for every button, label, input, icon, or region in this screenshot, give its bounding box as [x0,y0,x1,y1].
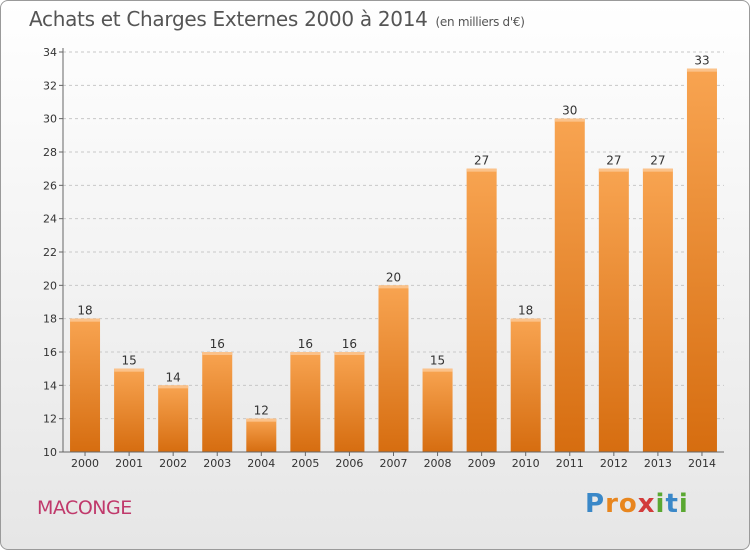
y-tick-label: 20 [43,279,57,292]
title-text: Achats et Charges Externes 2000 à 2014 [29,7,428,31]
logo-letter: x [637,489,656,519]
bar [378,285,409,452]
bar [334,352,365,452]
logo-letter: t [665,489,679,519]
bar-highlight [510,318,541,322]
x-tick-label: 2012 [600,457,628,470]
logo-letter: P [585,489,606,519]
y-tick-label: 28 [43,146,57,159]
bar-highlight [114,368,145,372]
value-label: 16 [298,337,313,351]
x-tick-label: 2007 [380,457,408,470]
x-tick-label: 2009 [468,457,496,470]
bar [202,352,233,452]
bar-highlight [642,168,673,172]
value-label: 15 [121,354,136,368]
y-tick-label: 10 [43,446,57,459]
bar [158,385,189,452]
y-tick-label: 12 [43,413,57,426]
bar-highlight [598,168,629,172]
value-label: 18 [518,304,533,318]
x-tick-label: 2010 [512,457,540,470]
value-label: 16 [342,337,357,351]
value-label: 27 [606,154,621,168]
bar [422,368,453,452]
y-tick-label: 26 [43,179,57,192]
bar [114,368,145,452]
value-label: 27 [650,154,665,168]
x-tick-label: 2002 [159,457,187,470]
bar-highlight [554,118,585,122]
y-tick-label: 30 [43,113,57,126]
x-tick-label: 2005 [291,457,319,470]
logo-letter: i [678,489,689,519]
y-tick-label: 24 [43,213,57,226]
x-tick-label: 2003 [203,457,231,470]
bar-highlight [202,352,233,355]
bar-highlight [246,418,277,422]
logo-letter: i [655,489,666,519]
bar-highlight [158,385,189,389]
city-name: MACONGE [37,497,132,519]
x-tick-label: 2014 [688,457,716,470]
value-label: 27 [474,154,489,168]
bar-highlight [686,68,717,72]
proxiti-logo: Proxiti [585,489,689,519]
x-tick-label: 2013 [644,457,672,470]
bar [598,168,629,452]
axes: 10 12 14 16 18 20 22 24 26 28 30 32 34 2000 2001 2002 20… [43,46,724,470]
bar [642,168,673,452]
value-label: 33 [694,54,709,68]
logo-letter: o [618,489,638,519]
bar [686,68,717,453]
bar-highlight [290,352,321,355]
bar [290,352,321,452]
y-tick-label: 18 [43,313,57,326]
bar-highlight [334,352,365,355]
y-tick-label: 14 [43,379,57,392]
value-label: 18 [77,304,92,318]
value-label: 15 [430,354,445,368]
x-tick-label: 2004 [247,457,275,470]
bar-highlight [70,318,101,322]
x-tick-label: 2011 [556,457,584,470]
value-label: 30 [562,104,577,118]
chart-title: Achats et Charges Externes 2000 à 2014 (e… [29,7,525,31]
bar [466,168,497,452]
bar-highlight [422,368,453,372]
y-tick-label: 22 [43,246,57,259]
bars: 18 15 14 16 12 16 16 20 15 27 18 30 27 27 33 [70,54,717,453]
bar [554,118,585,453]
bar [246,418,277,452]
value-label: 12 [254,404,269,418]
bar-highlight [466,168,497,172]
bar [70,318,101,452]
value-label: 20 [386,270,401,284]
bar-highlight [378,285,409,289]
x-tick-label: 2008 [424,457,452,470]
x-tick-label: 2000 [71,457,99,470]
logo-letter: r [605,489,619,519]
x-tick-label: 2001 [115,457,143,470]
y-tick-label: 32 [43,79,57,92]
y-tick-label: 34 [43,46,57,59]
y-tick-label: 16 [43,346,57,359]
unit-label: (en milliers d'€) [435,15,525,29]
value-label: 14 [166,370,181,384]
x-tick-label: 2006 [335,457,363,470]
bar [510,318,541,452]
value-label: 16 [210,337,225,351]
